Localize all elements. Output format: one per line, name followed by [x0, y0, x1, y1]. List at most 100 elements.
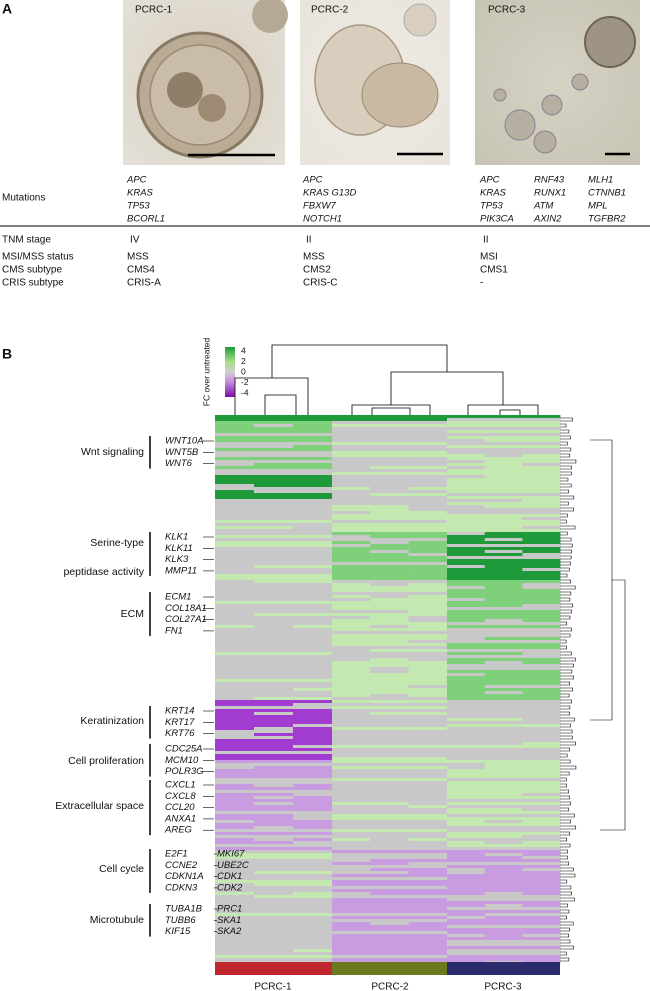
mutation: BCORL1 — [127, 214, 165, 225]
heatmap-cell — [215, 781, 255, 785]
heatmap-cell — [332, 604, 371, 608]
heatmap-cell — [522, 586, 561, 590]
heatmap-cell — [215, 712, 255, 716]
heatmap-cell — [522, 589, 561, 593]
heatmap-cell — [484, 766, 523, 770]
heatmap-cell — [215, 448, 255, 452]
heatmap-cell — [447, 733, 485, 737]
heatmap-cell — [408, 616, 448, 620]
heatmap-cell — [370, 436, 409, 440]
heatmap-cell — [408, 466, 448, 470]
heatmap-cell — [332, 790, 371, 794]
heatmap-cell — [293, 472, 333, 476]
heatmap-cell — [215, 421, 255, 425]
heatmap-cell — [332, 508, 371, 512]
heatmap-cell — [215, 787, 255, 791]
heatmap-cell — [522, 751, 561, 755]
heatmap-cell — [522, 661, 561, 665]
heatmap-cell — [408, 496, 448, 500]
heatmap-cell — [447, 892, 485, 896]
heatmap-cell — [293, 463, 333, 467]
legend-tick: -4 — [241, 387, 249, 397]
heatmap-cell — [332, 853, 371, 857]
heatmap-cell — [215, 472, 255, 476]
heatmap-cell — [254, 787, 294, 791]
heatmap-cell — [254, 913, 294, 917]
heatmap-cell — [408, 697, 448, 701]
heatmap-cell — [447, 796, 485, 800]
heatmap-cell — [293, 439, 333, 443]
heatmap-cell — [522, 748, 561, 752]
heatmap-cell — [254, 535, 294, 539]
heatmap-cell — [254, 508, 294, 512]
heatmap-cell — [484, 460, 523, 464]
heatmap-cell — [293, 670, 333, 674]
heatmap-cell — [215, 460, 255, 464]
heatmap-cell — [408, 892, 448, 896]
heatmap-cell — [484, 619, 523, 623]
gene: CDKN3 — [165, 882, 198, 893]
heatmap-cell — [447, 916, 485, 920]
heatmap-cell — [254, 424, 294, 428]
heatmap-cell — [332, 541, 371, 545]
gene: CCNE2 — [165, 860, 198, 871]
heatmap-cell — [254, 529, 294, 533]
dendrogram-branch — [560, 765, 577, 770]
heatmap-cell — [408, 790, 448, 794]
heatmap-cell — [522, 490, 561, 494]
heatmap-cell — [332, 679, 371, 683]
heatmap-cell — [447, 832, 485, 836]
heatmap-cell — [215, 592, 255, 596]
heatmap-cell — [408, 619, 448, 623]
heatmap-cell — [408, 841, 448, 845]
heatmap-cell — [447, 898, 485, 902]
heatmap-cell — [522, 697, 561, 701]
heatmap-cell — [215, 922, 255, 926]
heatmap-cell — [484, 841, 523, 845]
heatmap-cell — [447, 925, 485, 929]
heatmap-cell — [408, 652, 448, 656]
heatmap-cell — [484, 430, 523, 434]
heatmap-cell — [370, 607, 409, 611]
heatmap-cell — [332, 472, 371, 476]
heatmap-cell — [447, 592, 485, 596]
heatmap-cell — [522, 595, 561, 599]
heatmap-cell — [484, 496, 523, 500]
heatmap-cell — [332, 496, 371, 500]
heatmap-cell — [522, 544, 561, 548]
heatmap-cell — [254, 703, 294, 707]
heatmap-cell — [408, 829, 448, 833]
heatmap-cell — [447, 535, 485, 539]
heatmap-cell — [522, 502, 561, 506]
heatmap-cell — [293, 847, 333, 851]
heatmap-cell — [293, 565, 333, 569]
heatmap-cell — [254, 571, 294, 575]
heatmap-cell — [447, 763, 485, 767]
heatmap-cell — [332, 874, 371, 878]
heatmap-cell — [293, 505, 333, 509]
heatmap-cell — [447, 910, 485, 914]
heatmap-cell — [332, 529, 371, 533]
heatmap-cell — [370, 733, 409, 737]
heatmap-cell — [484, 709, 523, 713]
heatmap-cell — [254, 790, 294, 794]
heatmap-cell — [408, 529, 448, 533]
heatmap-cell — [254, 859, 294, 863]
mutation: APC — [479, 175, 500, 186]
heatmap-cell — [293, 691, 333, 695]
heatmap-cell — [522, 637, 561, 641]
group-bar — [215, 962, 332, 975]
heatmap-cell — [522, 667, 561, 671]
heatmap-cell — [254, 655, 294, 659]
heatmap-cell — [370, 727, 409, 731]
heatmap-cell — [484, 526, 523, 530]
dendrogram-branch — [560, 567, 570, 572]
heatmap-cell — [332, 748, 371, 752]
heatmap-cell — [484, 499, 523, 503]
heatmap-cell — [254, 670, 294, 674]
heatmap-cell — [332, 898, 371, 902]
dendrogram-branch — [560, 729, 573, 734]
heatmap-cell — [370, 742, 409, 746]
heatmap-cell — [522, 955, 561, 959]
heatmap-cell — [408, 532, 448, 536]
